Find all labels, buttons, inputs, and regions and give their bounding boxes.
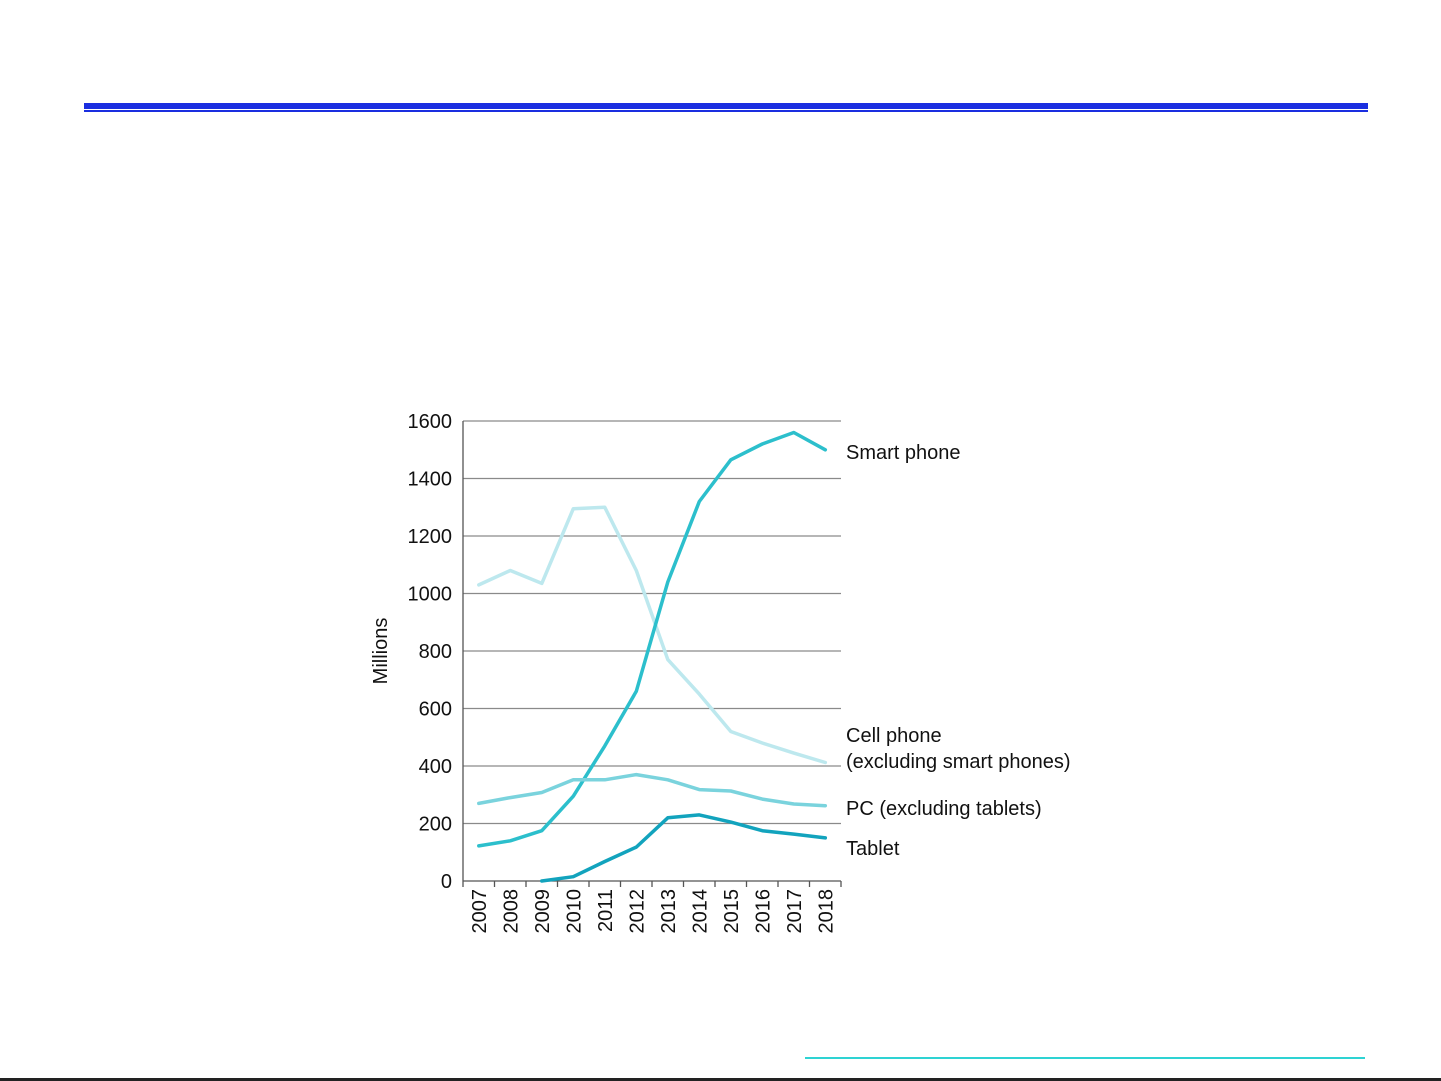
grid-lines [463, 420, 841, 825]
y-tick-label: 200 [419, 814, 452, 836]
series-label: Cell phone [846, 725, 942, 747]
y-tick-label: 600 [419, 699, 452, 721]
series-line-2 [477, 772, 828, 808]
x-tick-label: 2012 [626, 889, 648, 934]
x-tick-label: 2016 [752, 889, 774, 934]
x-tick-label: 2011 [595, 889, 617, 932]
y-tick-label: 800 [419, 641, 452, 663]
y-axis-title: Millions [370, 618, 392, 685]
x-tick-label: 2014 [689, 889, 711, 934]
series-lines [477, 430, 828, 883]
x-tick-label: 2008 [500, 889, 522, 934]
x-tick-label: 2009 [532, 889, 554, 934]
header-rule-thick [84, 103, 1368, 109]
footer-accent-rule [805, 1057, 1365, 1059]
series-label: Smart phone [846, 442, 961, 464]
y-tick-label: 1600 [408, 411, 453, 433]
y-tick-label: 1000 [408, 584, 453, 606]
x-tick-label: 2018 [815, 889, 837, 934]
x-tick-label: 2013 [658, 889, 680, 934]
x-tick-label: 2010 [563, 889, 585, 934]
series-line-0 [477, 505, 828, 765]
y-tick-label: 1200 [408, 526, 453, 548]
x-tick-label: 2017 [784, 889, 806, 934]
header-rule-thin [84, 110, 1368, 112]
y-tick-label: 1400 [408, 469, 453, 491]
y-tick-label: 400 [419, 756, 452, 778]
x-tick-label: 2007 [469, 889, 491, 934]
footer-edge-line [0, 1078, 1441, 1081]
axes: 0 200 400 600 800 1000 1200 1400 1600 2007 2008 200… [408, 411, 842, 934]
series-label: (excluding smart phones) [846, 751, 1071, 773]
series-line-3 [540, 813, 828, 883]
series-label: PC (excluding tablets) [846, 798, 1042, 820]
series-label: Tablet [846, 838, 900, 860]
x-tick-label: 2015 [721, 889, 743, 934]
series-line-1 [477, 430, 828, 848]
y-tick-label: 0 [441, 871, 452, 893]
series-labels: Cell phone (excluding smart phones) Smart … [846, 442, 1071, 860]
